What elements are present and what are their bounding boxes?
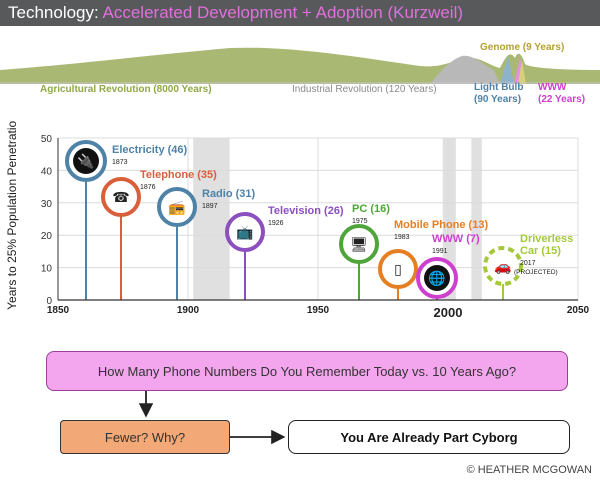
car-icon: 🚗 [494, 259, 511, 275]
era-mountain-graphic [0, 47, 600, 84]
point-label-5: Mobile Phone (13) [394, 219, 488, 231]
point-note-7: (PROJECTED) [514, 269, 558, 276]
point-fill-7 [491, 254, 515, 278]
fewer-why-box: Fewer? Why? [60, 420, 230, 454]
period-band-3 [471, 138, 482, 300]
point-year-4: 1975 [352, 218, 368, 225]
industrial-label: Industrial Revolution (120 Years) [292, 84, 437, 95]
x-tick-1950: 1950 [307, 305, 330, 316]
chart-points: 🔌 Electricity (46) 1873 ☎ Telephone (35) 1876… [65, 140, 573, 299]
x-tick-1850: 1850 [47, 305, 70, 316]
www-era-years: (22 Years) [538, 94, 586, 105]
phone-numbers-question: How Many Phone Numbers Do You Remember T… [46, 351, 568, 391]
tv-icon: 📺 [236, 225, 253, 241]
point-label-0: Electricity (46) [112, 144, 188, 156]
copyright: © HEATHER MCGOWAN [466, 464, 592, 476]
agricultural-label: Agricultural Revolution (8000 Years) [40, 84, 212, 95]
point-fill-4 [347, 232, 371, 256]
title-bar: Technology: Accelerated Development + Ad… [0, 0, 600, 26]
point-year-3: 1926 [268, 220, 284, 227]
title-prefix: Technology: [8, 3, 103, 22]
point-fill-1 [109, 185, 133, 209]
y-axis-label: Years to 25% Population Penetration [5, 120, 19, 310]
radio-icon: 📻 [168, 200, 185, 216]
page-title: Technology: Accelerated Development + Ad… [8, 3, 463, 23]
y-tick-30: 30 [41, 199, 53, 210]
mobile-phone-icon: ▯ [394, 262, 402, 278]
phone-icon: ☎ [112, 190, 129, 206]
y-tick-20: 20 [41, 231, 53, 242]
point-fill-3 [233, 220, 257, 244]
www-era-label: WWW [538, 82, 567, 93]
y-tick-10: 10 [41, 264, 53, 275]
period-band-1 [193, 138, 230, 300]
y-tick-50: 50 [41, 134, 53, 145]
point-label-4: PC (16) [352, 203, 390, 215]
globe-icon: 🌐 [428, 270, 445, 287]
title-main: Accelerated Development + Adoption (Kurz… [102, 3, 464, 22]
industrial-mountain [430, 55, 500, 84]
point-label-1: Telephone (35) [140, 169, 217, 181]
point-year-6: 1991 [432, 248, 448, 255]
lightbulb-years: (90 Years) [474, 94, 522, 105]
x-tick-2000: 2000 [434, 305, 463, 320]
chart-axes: 0 10 20 30 40 50 1850 1900 1950 2000 2050 [41, 134, 590, 320]
point-year-1: 1876 [140, 184, 156, 191]
point-label-7: Driverless [520, 233, 573, 245]
point-year-7: 2017 [520, 260, 536, 267]
lightbulb-peak [500, 56, 514, 84]
adoption-chart: 0 10 20 30 40 50 1850 1900 1950 2000 2050 🔌 Electri… [5, 120, 590, 320]
plug-icon: 🔌 [77, 153, 94, 170]
genome-label: Genome (9 Years) [480, 42, 565, 53]
x-tick-1900: 1900 [177, 305, 200, 316]
point-label2-7: Car (15) [520, 245, 561, 257]
point-fill-5 [386, 257, 410, 281]
x-tick-2050: 2050 [567, 305, 590, 316]
computer-icon: 🖥 [350, 236, 368, 253]
point-label-6: WWW (7) [432, 233, 480, 245]
point-year-2: 1897 [202, 203, 218, 210]
genome-peak [518, 60, 526, 84]
cyborg-box: You Are Already Part Cyborg [288, 420, 570, 454]
point-fill-6 [424, 265, 450, 291]
point-label-2: Radio (31) [202, 188, 256, 200]
point-year-0: 1873 [112, 159, 128, 166]
lightbulb-label: Light Bulb [474, 82, 524, 93]
y-tick-0: 0 [46, 296, 52, 307]
y-tick-40: 40 [41, 166, 53, 177]
point-fill-2 [165, 195, 189, 219]
point-fill-0 [73, 148, 99, 174]
point-label-3: Television (26) [268, 205, 344, 217]
point-year-5: 1983 [394, 234, 410, 241]
